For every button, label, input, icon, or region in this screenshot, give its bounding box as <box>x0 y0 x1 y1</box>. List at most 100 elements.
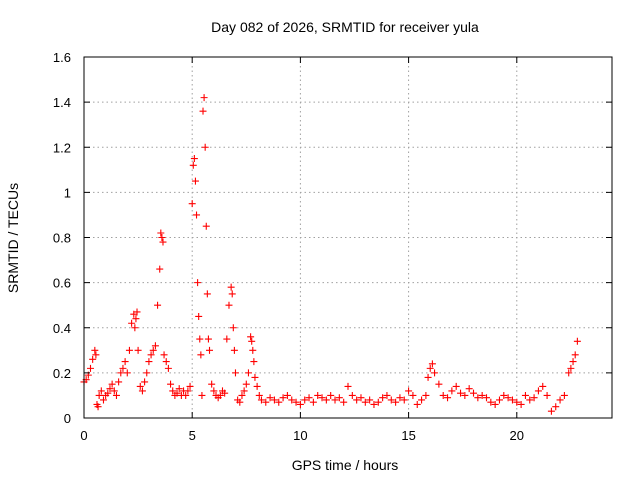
x-tick-label: 10 <box>293 428 307 443</box>
data-point <box>353 396 361 404</box>
data-point <box>465 385 473 393</box>
data-point <box>255 391 263 399</box>
data-point <box>141 378 149 386</box>
data-point <box>242 380 250 388</box>
data-point <box>227 283 235 291</box>
data-point <box>314 391 322 399</box>
data-point <box>405 387 413 395</box>
data-point <box>133 308 141 316</box>
data-point <box>136 382 144 390</box>
y-axis-label: SRMTID / TECUs <box>5 183 21 293</box>
data-point <box>418 396 426 404</box>
data-point <box>495 396 503 404</box>
y-tick-label: 0.4 <box>53 321 71 336</box>
data-point <box>357 394 365 402</box>
data-point <box>92 351 100 359</box>
data-point <box>191 177 199 185</box>
data-point <box>283 391 291 399</box>
data-point <box>145 358 153 366</box>
data-point <box>470 389 478 397</box>
data-point <box>159 238 167 246</box>
data-point <box>210 387 218 395</box>
data-point <box>318 394 326 402</box>
data-point <box>199 107 207 115</box>
data-point <box>201 143 209 151</box>
data-point <box>539 382 547 390</box>
chart-title: Day 082 of 2026, SRMTID for receiver yul… <box>211 19 479 35</box>
data-point <box>108 380 116 388</box>
data-point <box>439 391 447 399</box>
data-point <box>203 290 211 298</box>
data-point <box>206 346 214 354</box>
data-point <box>461 391 469 399</box>
data-point <box>94 403 102 411</box>
data-point <box>223 335 231 343</box>
data-point <box>99 396 107 404</box>
data-point <box>301 396 309 404</box>
data-point <box>409 391 417 399</box>
data-point <box>247 333 255 341</box>
data-point <box>208 380 216 388</box>
data-point <box>361 398 369 406</box>
axis-ticks <box>83 56 612 419</box>
data-point <box>534 387 542 395</box>
data-point <box>197 351 205 359</box>
data-point <box>91 346 99 354</box>
data-point <box>195 312 203 320</box>
data-point <box>279 394 287 402</box>
data-point <box>198 391 206 399</box>
data-point <box>169 387 177 395</box>
data-point <box>270 396 278 404</box>
data-point <box>340 398 348 406</box>
data-point <box>521 391 529 399</box>
data-point <box>229 324 237 332</box>
data-point <box>190 155 198 163</box>
data-point <box>504 394 512 402</box>
data-point <box>560 391 568 399</box>
data-point <box>422 391 430 399</box>
data-point <box>125 346 133 354</box>
data-point <box>221 389 229 397</box>
data-point <box>104 389 112 397</box>
data-point <box>230 346 238 354</box>
data-point <box>257 396 265 404</box>
data-point <box>424 373 432 381</box>
data-point <box>131 324 139 332</box>
data-point <box>348 391 356 399</box>
data-point <box>143 369 151 377</box>
x-tick-labels: 0 5 10 15 20 <box>80 428 524 443</box>
data-point <box>457 389 465 397</box>
data-point <box>248 337 256 345</box>
data-point <box>189 161 197 169</box>
data-point <box>435 380 443 388</box>
data-point <box>383 391 391 399</box>
data-point <box>119 364 127 372</box>
x-axis-label: GPS time / hours <box>292 457 399 473</box>
data-point <box>571 351 579 359</box>
data-point <box>322 396 330 404</box>
y-tick-label: 1.6 <box>53 50 71 65</box>
data-point <box>487 398 495 406</box>
data-point <box>156 265 164 273</box>
data-point <box>366 396 374 404</box>
data-point <box>448 387 456 395</box>
data-point <box>452 382 460 390</box>
data-point <box>396 394 404 402</box>
data-point <box>491 400 499 408</box>
data-point <box>513 398 521 406</box>
data-point <box>134 346 142 354</box>
data-point <box>236 398 244 406</box>
data-point <box>151 342 159 350</box>
grid-lines <box>84 57 612 418</box>
y-tick-label: 1.2 <box>53 140 71 155</box>
data-point <box>240 387 248 395</box>
data-point <box>121 358 129 366</box>
data-point <box>413 400 421 408</box>
data-point <box>95 391 103 399</box>
data-point <box>158 234 166 241</box>
data-point <box>517 400 525 408</box>
data-point <box>547 407 555 415</box>
data-point <box>89 355 97 363</box>
data-point <box>309 398 317 406</box>
data-point <box>184 387 192 395</box>
